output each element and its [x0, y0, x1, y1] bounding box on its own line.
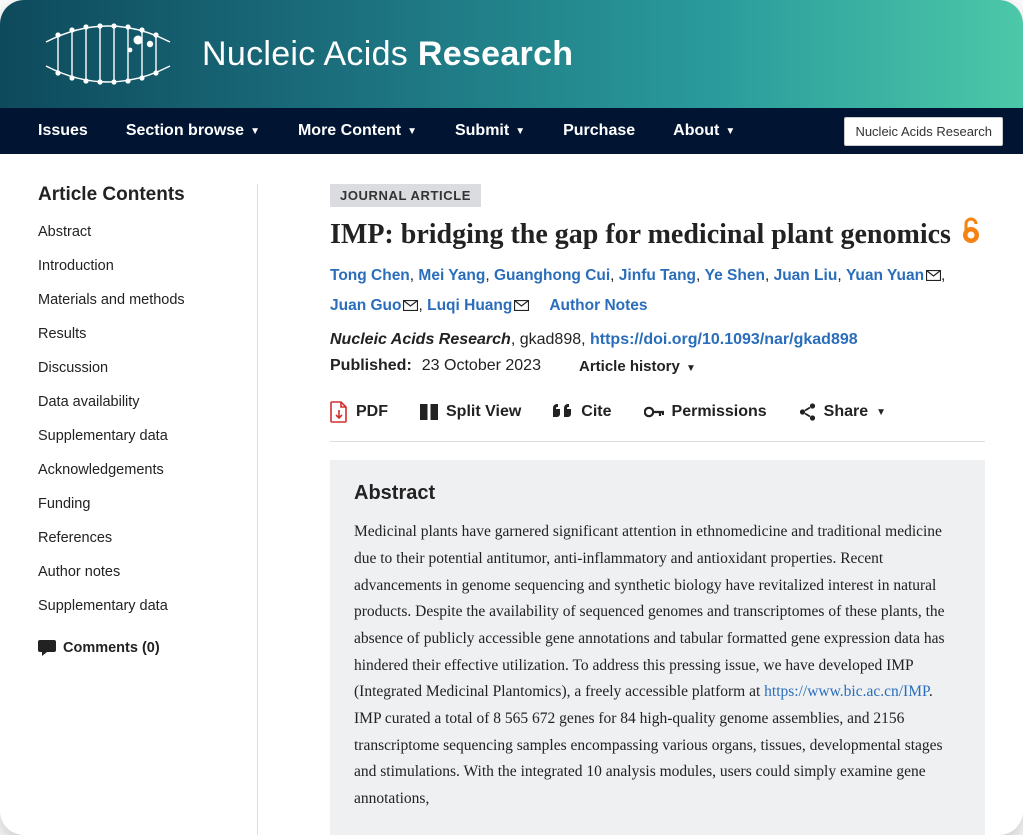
corresponding-mail-icon [514, 293, 529, 322]
author-link[interactable]: Jinfu Tang [619, 267, 696, 284]
permissions-button[interactable]: Permissions [644, 403, 767, 421]
author-link[interactable]: Juan Liu [774, 267, 838, 284]
banner: Nucleic Acids Research [0, 0, 1023, 108]
toc-item[interactable]: Introduction [38, 258, 237, 274]
author-link[interactable]: Yuan Yuan [846, 267, 924, 284]
chevron-down-icon: ▼ [407, 126, 417, 137]
main-content: JOURNAL ARTICLE IMP: bridging the gap fo… [258, 184, 985, 835]
toc-item[interactable]: Abstract [38, 224, 237, 240]
toc-item[interactable]: Results [38, 326, 237, 342]
cite-button[interactable]: Cite [553, 403, 611, 421]
share-button[interactable]: Share ▼ [799, 403, 886, 421]
abstract-link[interactable]: https://www.bic.ac.cn/IMP [764, 683, 929, 700]
published-label: Published: [330, 357, 412, 375]
chevron-down-icon: ▼ [725, 126, 735, 137]
nav-journal-badge[interactable]: Nucleic Acids Research [844, 117, 1003, 146]
nav-more-content[interactable]: More Content▼ [298, 122, 417, 140]
toc-item[interactable]: Acknowledgements [38, 462, 237, 478]
pdf-icon [330, 401, 348, 423]
mail-icon [926, 270, 941, 281]
publication-row: Published: 23 October 2023 Article histo… [330, 357, 985, 375]
nav-issues[interactable]: Issues [38, 122, 88, 140]
authors-list: Tong Chen, Mei Yang, Guanghong Cui, Jinf… [330, 262, 985, 321]
mail-icon [403, 300, 418, 311]
corresponding-mail-icon [403, 293, 418, 322]
pdf-button[interactable]: PDF [330, 401, 388, 423]
author-link[interactable]: Ye Shen [705, 267, 765, 284]
nav-about[interactable]: About▼ [673, 122, 735, 140]
toc-item[interactable]: Author notes [38, 564, 237, 580]
toc-item[interactable]: Supplementary data [38, 428, 237, 444]
chevron-down-icon: ▼ [686, 363, 696, 374]
abstract-heading: Abstract [354, 482, 961, 505]
banner-title: Nucleic Acids Research [202, 35, 573, 74]
chevron-down-icon: ▼ [876, 407, 886, 418]
quote-icon [553, 404, 573, 420]
chevron-down-icon: ▼ [250, 126, 260, 137]
toc-item[interactable]: Discussion [38, 360, 237, 376]
abstract-section: Abstract Medicinal plants have garnered … [330, 460, 985, 834]
sidebar-title: Article Contents [38, 184, 237, 206]
article-toolbar: PDF Split View Cite Permissions Share [330, 393, 985, 442]
nav-submit[interactable]: Submit▼ [455, 122, 525, 140]
split-view-icon [420, 404, 438, 420]
split-view-button[interactable]: Split View [420, 403, 521, 421]
share-icon [799, 403, 816, 421]
banner-title-bold: Research [418, 35, 574, 73]
sidebar: Article Contents Abstract Introduction Mat… [38, 184, 258, 835]
author-link[interactable]: Mei Yang [418, 267, 485, 284]
toc-item[interactable]: Data availability [38, 394, 237, 410]
key-icon [644, 404, 664, 420]
toc-item[interactable]: Supplementary data [38, 598, 237, 614]
corresponding-mail-icon [926, 263, 941, 292]
comments-label: Comments (0) [63, 640, 160, 656]
citation-id: , gkad898, [511, 331, 590, 348]
toc-item[interactable]: Materials and methods [38, 292, 237, 308]
published-date: 23 October 2023 [422, 357, 541, 375]
navbar: Issues Section browse▼ More Content▼ Sub… [0, 108, 1023, 154]
author-link[interactable]: Tong Chen [330, 267, 410, 284]
banner-title-light: Nucleic Acids [202, 35, 418, 73]
nav-section-browse[interactable]: Section browse▼ [126, 122, 260, 140]
article-history-button[interactable]: Article history ▼ [579, 358, 696, 375]
comments-button[interactable]: Comments (0) [38, 640, 237, 656]
abstract-text: Medicinal plants have garnered significa… [354, 519, 961, 812]
open-access-icon [961, 217, 981, 245]
author-notes-link[interactable]: Author Notes [549, 297, 647, 314]
chevron-down-icon: ▼ [515, 126, 525, 137]
citation-meta: Nucleic Acids Research, gkad898, https:/… [330, 331, 985, 349]
nav-purchase[interactable]: Purchase [563, 122, 635, 140]
doi-link[interactable]: https://doi.org/10.1093/nar/gkad898 [590, 331, 858, 348]
author-link[interactable]: Guanghong Cui [494, 267, 610, 284]
toc-item[interactable]: References [38, 530, 237, 546]
journal-logo-icon [38, 22, 178, 86]
mail-icon [514, 300, 529, 311]
comment-icon [38, 640, 56, 656]
article-title: IMP: bridging the gap for medicinal plan… [330, 217, 951, 252]
author-link[interactable]: Juan Guo [330, 297, 401, 314]
article-type-badge: JOURNAL ARTICLE [330, 184, 481, 207]
author-link[interactable]: Luqi Huang [427, 297, 512, 314]
toc-item[interactable]: Funding [38, 496, 237, 512]
journal-name: Nucleic Acids Research [330, 331, 511, 348]
